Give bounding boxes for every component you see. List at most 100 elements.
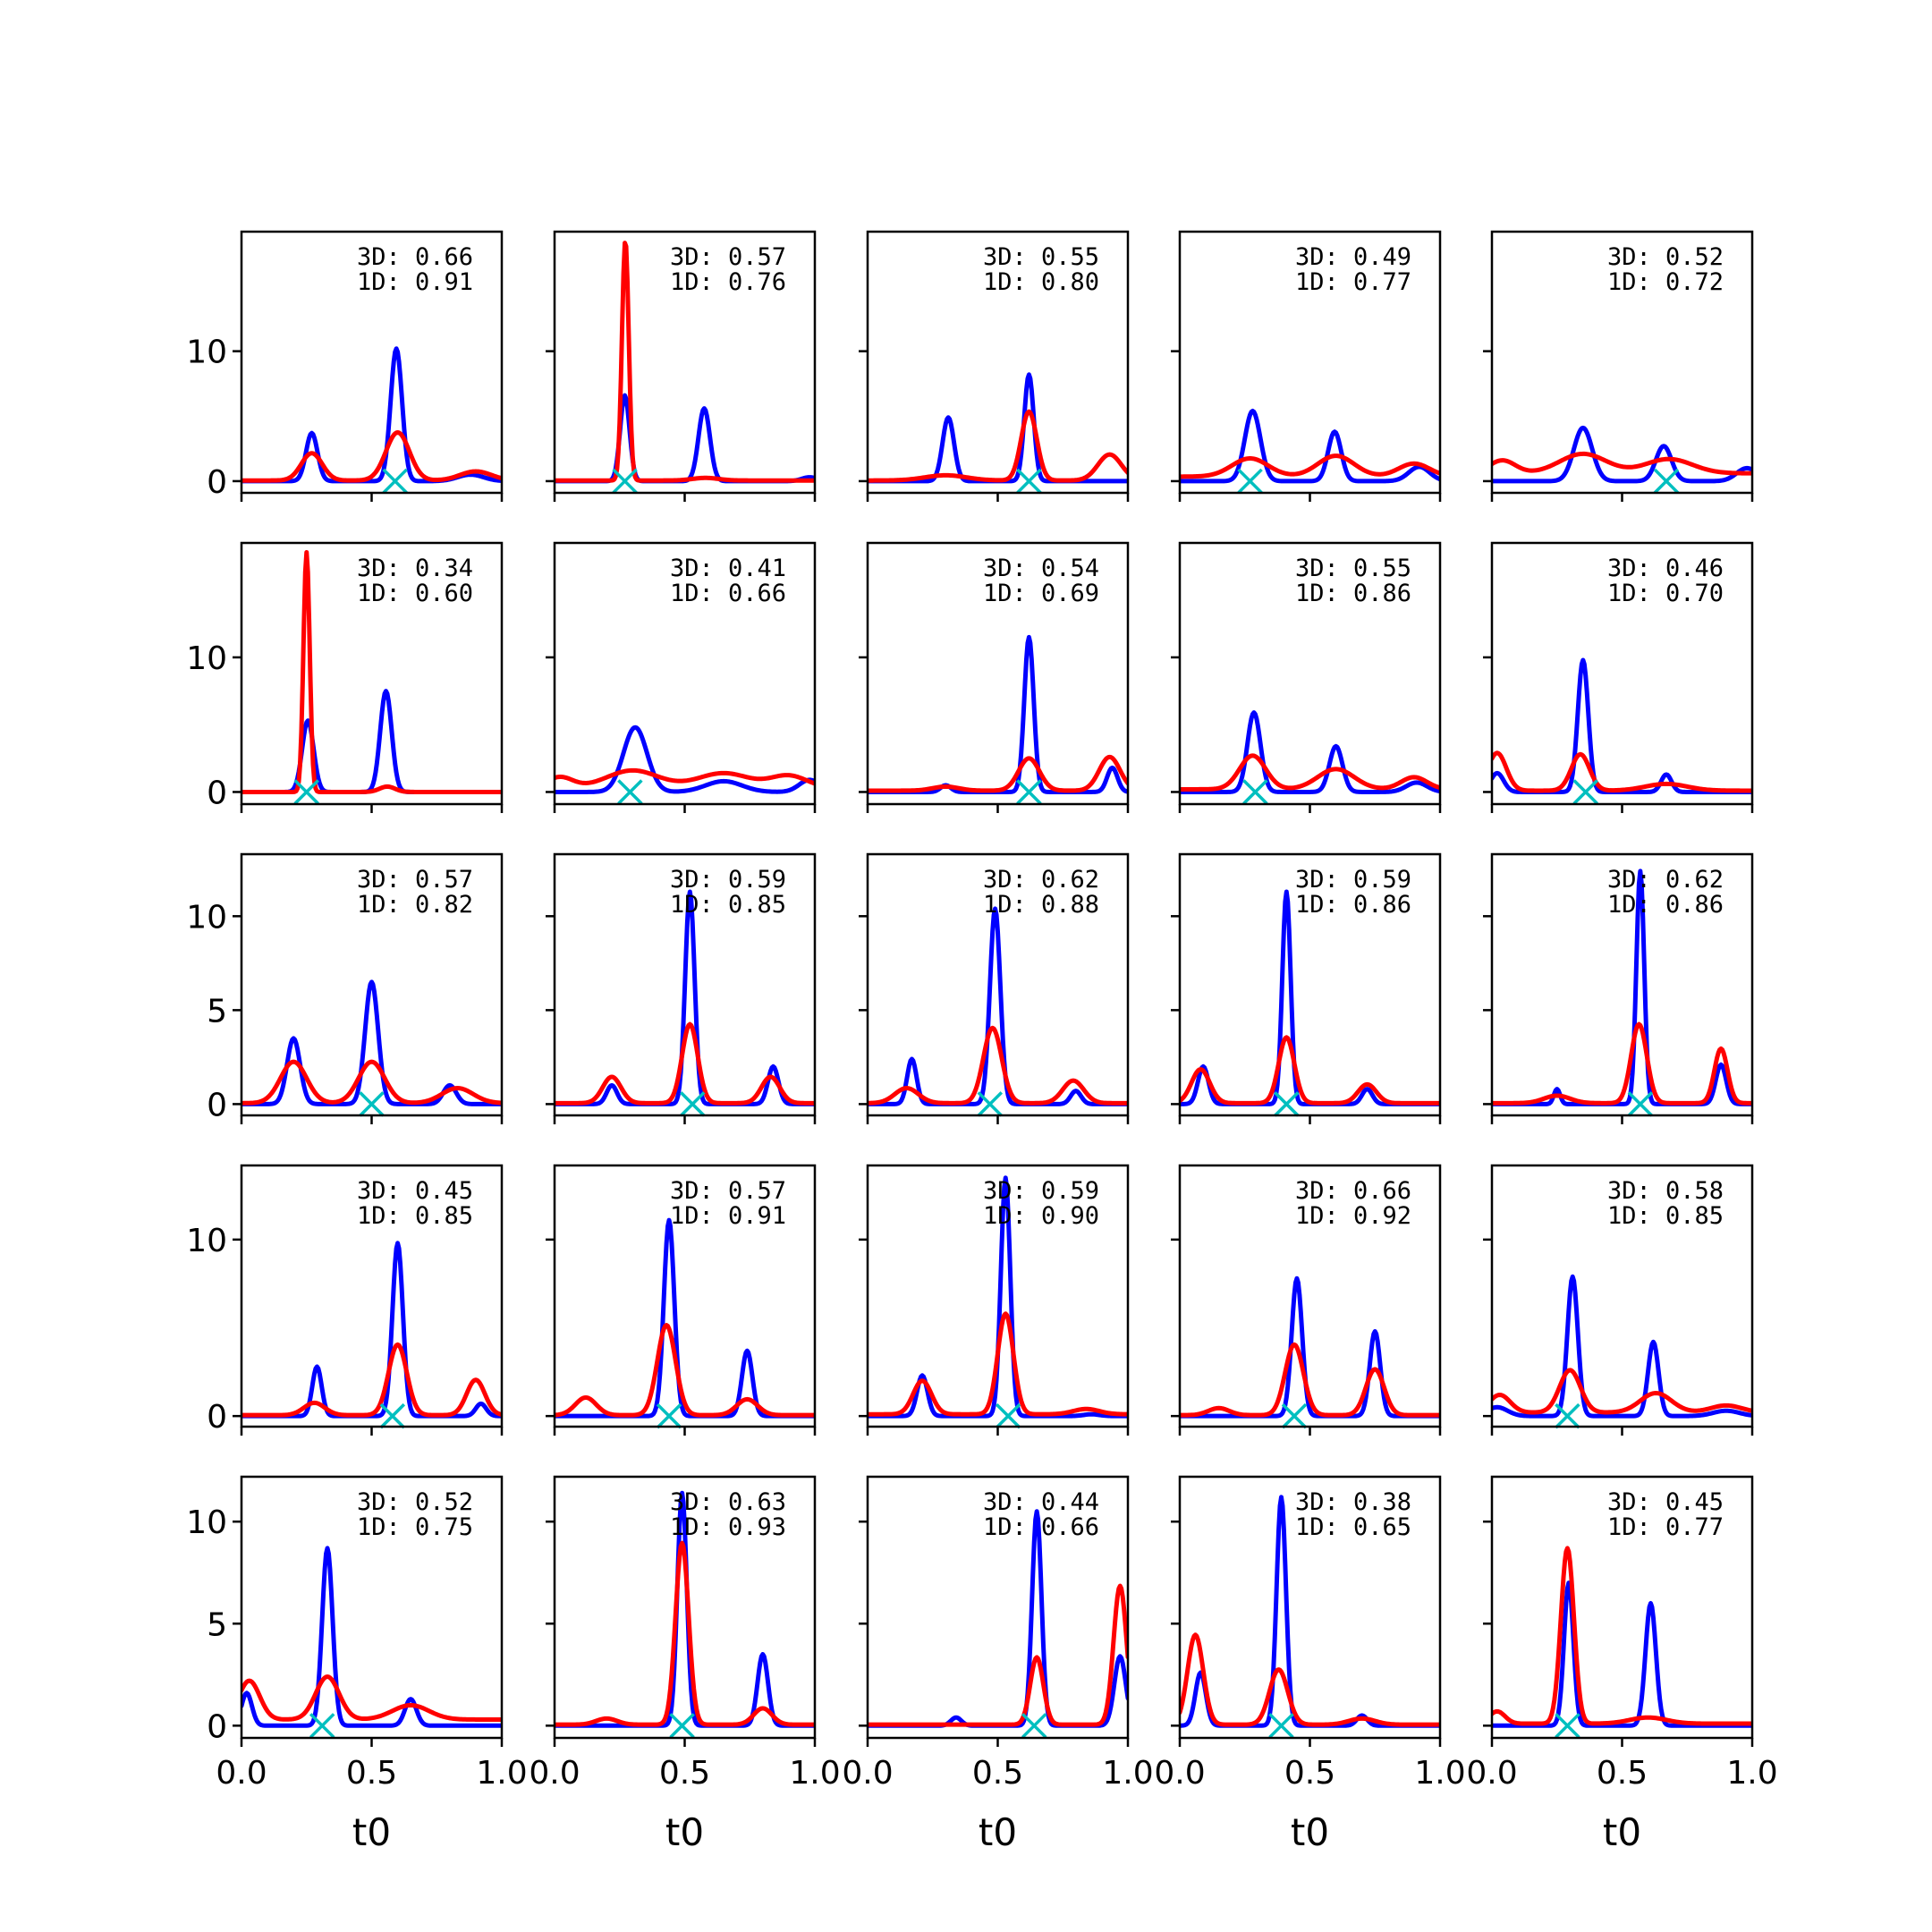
x-axis-label: t0 [1291, 1810, 1329, 1854]
score-3d-label: 3D: 0.46 [1607, 555, 1724, 582]
x-tick-label: 0.0 [1154, 1755, 1205, 1792]
x-marker [382, 468, 408, 495]
score-3d-label: 3D: 0.63 [670, 1488, 786, 1516]
x-tick-label: 1.0 [789, 1755, 840, 1792]
x-tick-label: 0.0 [842, 1755, 893, 1792]
x-marker [617, 779, 643, 805]
y-tick-label: 0 [207, 1708, 227, 1745]
x-marker [656, 1402, 682, 1429]
score-1d-label: 1D: 0.85 [670, 891, 786, 919]
score-1d-label: 1D: 0.91 [670, 1202, 786, 1230]
score-1d-label: 1D: 0.65 [1295, 1513, 1411, 1541]
y-tick-label: 10 [186, 640, 227, 677]
red-series-line [1492, 1546, 1752, 1726]
x-marker [1016, 468, 1042, 495]
x-tick-label: 1.0 [1414, 1755, 1465, 1792]
blue-series-line [555, 724, 815, 794]
score-1d-label: 1D: 0.91 [357, 268, 473, 296]
score-1d-label: 1D: 0.77 [1607, 1513, 1724, 1541]
score-1d-label: 1D: 0.85 [357, 1202, 473, 1230]
x-marker [1016, 779, 1042, 805]
red-series-line [1492, 1368, 1752, 1415]
red-series-line [1492, 451, 1752, 476]
blue-series-line [1492, 425, 1752, 484]
red-series-line [1180, 453, 1440, 479]
score-1d-label: 1D: 0.70 [1607, 580, 1724, 607]
score-1d-label: 1D: 0.72 [1607, 268, 1724, 296]
x-tick-label: 0.5 [972, 1755, 1023, 1792]
score-1d-label: 1D: 0.75 [357, 1513, 473, 1541]
score-1d-label: 1D: 0.86 [1295, 580, 1411, 607]
y-tick-label: 10 [186, 335, 227, 371]
score-1d-label: 1D: 0.85 [1607, 1202, 1724, 1230]
x-tick-label: 0.0 [529, 1755, 580, 1792]
score-1d-label: 1D: 0.93 [670, 1513, 786, 1541]
x-marker [1281, 1402, 1308, 1429]
x-tick-label: 0.0 [1466, 1755, 1517, 1792]
score-1d-label: 1D: 0.88 [983, 891, 1099, 919]
red-series-line [868, 1311, 1128, 1417]
score-1d-label: 1D: 0.86 [1295, 891, 1411, 919]
red-series-line [1180, 1035, 1440, 1106]
blue-series-line [1180, 710, 1440, 794]
x-tick-label: 0.5 [1284, 1755, 1335, 1792]
score-1d-label: 1D: 0.86 [1607, 891, 1724, 919]
score-3d-label: 3D: 0.45 [1607, 1488, 1724, 1516]
blue-series-line [242, 1546, 502, 1728]
blue-series-line [1180, 1275, 1440, 1419]
x-marker [995, 1402, 1021, 1429]
blue-series-line [555, 1490, 815, 1728]
y-tick-label: 0 [207, 775, 227, 811]
score-3d-label: 3D: 0.66 [357, 243, 473, 271]
x-marker [379, 1402, 406, 1429]
x-tick-label: 1.0 [1726, 1755, 1777, 1792]
x-tick-label: 0.0 [216, 1755, 267, 1792]
y-tick-label: 5 [207, 1606, 227, 1643]
score-3d-label: 3D: 0.44 [983, 1488, 1099, 1516]
x-tick-label: 0.5 [659, 1755, 710, 1792]
score-1d-label: 1D: 0.69 [983, 580, 1099, 607]
score-3d-label: 3D: 0.52 [357, 1488, 473, 1516]
red-series-line [555, 241, 815, 483]
score-3d-label: 3D: 0.49 [1295, 243, 1411, 271]
x-marker [1555, 1402, 1580, 1429]
red-series-line [1492, 750, 1752, 793]
red-series-line [1492, 1021, 1752, 1106]
score-1d-label: 1D: 0.92 [1295, 1202, 1411, 1230]
x-tick-label: 1.0 [1102, 1755, 1153, 1792]
red-series-line [868, 1025, 1128, 1106]
score-1d-label: 1D: 0.66 [983, 1513, 1099, 1541]
score-1d-label: 1D: 0.80 [983, 268, 1099, 296]
blue-series-line [868, 906, 1128, 1106]
blue-series-line [242, 979, 502, 1106]
x-marker [359, 1091, 385, 1117]
x-marker [679, 1091, 706, 1117]
red-series-line [555, 1540, 815, 1727]
red-series-line [242, 1059, 502, 1106]
red-series-line [1180, 753, 1440, 792]
score-3d-label: 3D: 0.52 [1607, 243, 1724, 271]
blue-series-line [1492, 869, 1752, 1106]
red-series-line [555, 1021, 815, 1106]
blue-series-line [555, 889, 815, 1106]
x-marker [612, 468, 638, 495]
score-3d-label: 3D: 0.62 [1607, 866, 1724, 894]
x-marker [1242, 779, 1268, 805]
x-axis-label: t0 [665, 1810, 704, 1854]
score-1d-label: 1D: 0.90 [983, 1202, 1099, 1230]
